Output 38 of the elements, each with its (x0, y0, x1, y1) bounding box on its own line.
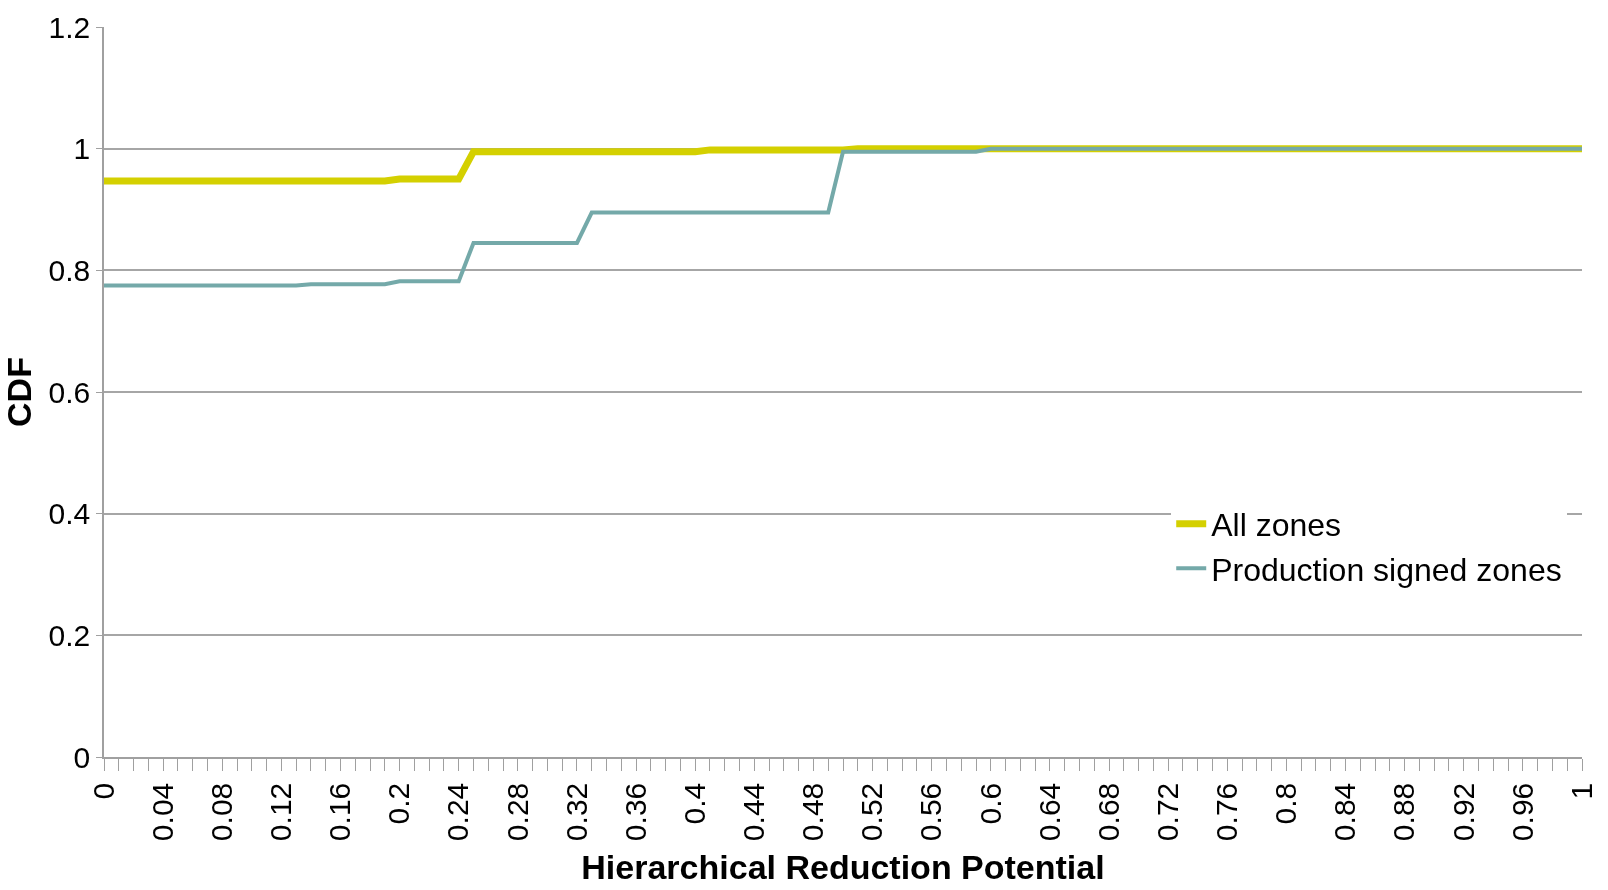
x-tick-label: 0.4 (677, 782, 711, 825)
x-tick-label: 0.64 (1032, 782, 1066, 842)
y-tick-label: 0.6 (48, 375, 91, 409)
x-tick-label: 0.72 (1150, 782, 1184, 842)
x-tick-label: 0.56 (914, 782, 948, 842)
x-tick-label: 0.24 (441, 782, 475, 842)
x-tick-label: 0.2 (382, 782, 416, 825)
x-tick-label: 0.28 (500, 782, 534, 842)
x-tick-label: 0.84 (1328, 782, 1362, 842)
x-tick-label: 0.76 (1210, 782, 1244, 842)
y-tick-label: 1.2 (48, 10, 91, 44)
x-tick-label: 0.8 (1269, 782, 1303, 825)
x-tick-label: 0.48 (796, 782, 830, 842)
x-tick-label: 0.6 (973, 782, 1007, 825)
y-tick-label: 0.4 (48, 497, 91, 531)
x-tick-label: 0.32 (559, 782, 593, 842)
y-tick-label: 0 (73, 740, 91, 774)
x-tick-label: 0.16 (323, 782, 357, 842)
x-tick-label: 0.68 (1091, 782, 1125, 842)
y-axis-title: CDF (0, 357, 38, 427)
x-tick-label: 0.36 (618, 782, 652, 842)
y-tick-label: 0.2 (48, 618, 91, 652)
legend-label: Production signed zones (1211, 551, 1562, 588)
x-tick-label: 0.88 (1387, 782, 1421, 842)
y-tick-label: 0.8 (48, 253, 91, 287)
x-tick-label: 0.12 (264, 782, 298, 842)
line-series (104, 146, 1582, 288)
x-tick-label: 0.04 (145, 782, 179, 842)
x-tick-label: 0.08 (204, 782, 238, 842)
x-tick-label: 1 (1564, 782, 1598, 800)
legend-label: All zones (1211, 507, 1342, 544)
x-tick-label: 0 (86, 782, 120, 800)
x-tick-label: 0.96 (1505, 782, 1539, 842)
x-tick-label: 0.92 (1446, 782, 1480, 842)
y-tick-label: 1 (73, 132, 91, 166)
x-tick-label: 0.52 (855, 782, 889, 842)
x-axis-title: Hierarchical Reduction Potential (581, 847, 1105, 886)
x-tick-label: 0.44 (737, 782, 771, 842)
